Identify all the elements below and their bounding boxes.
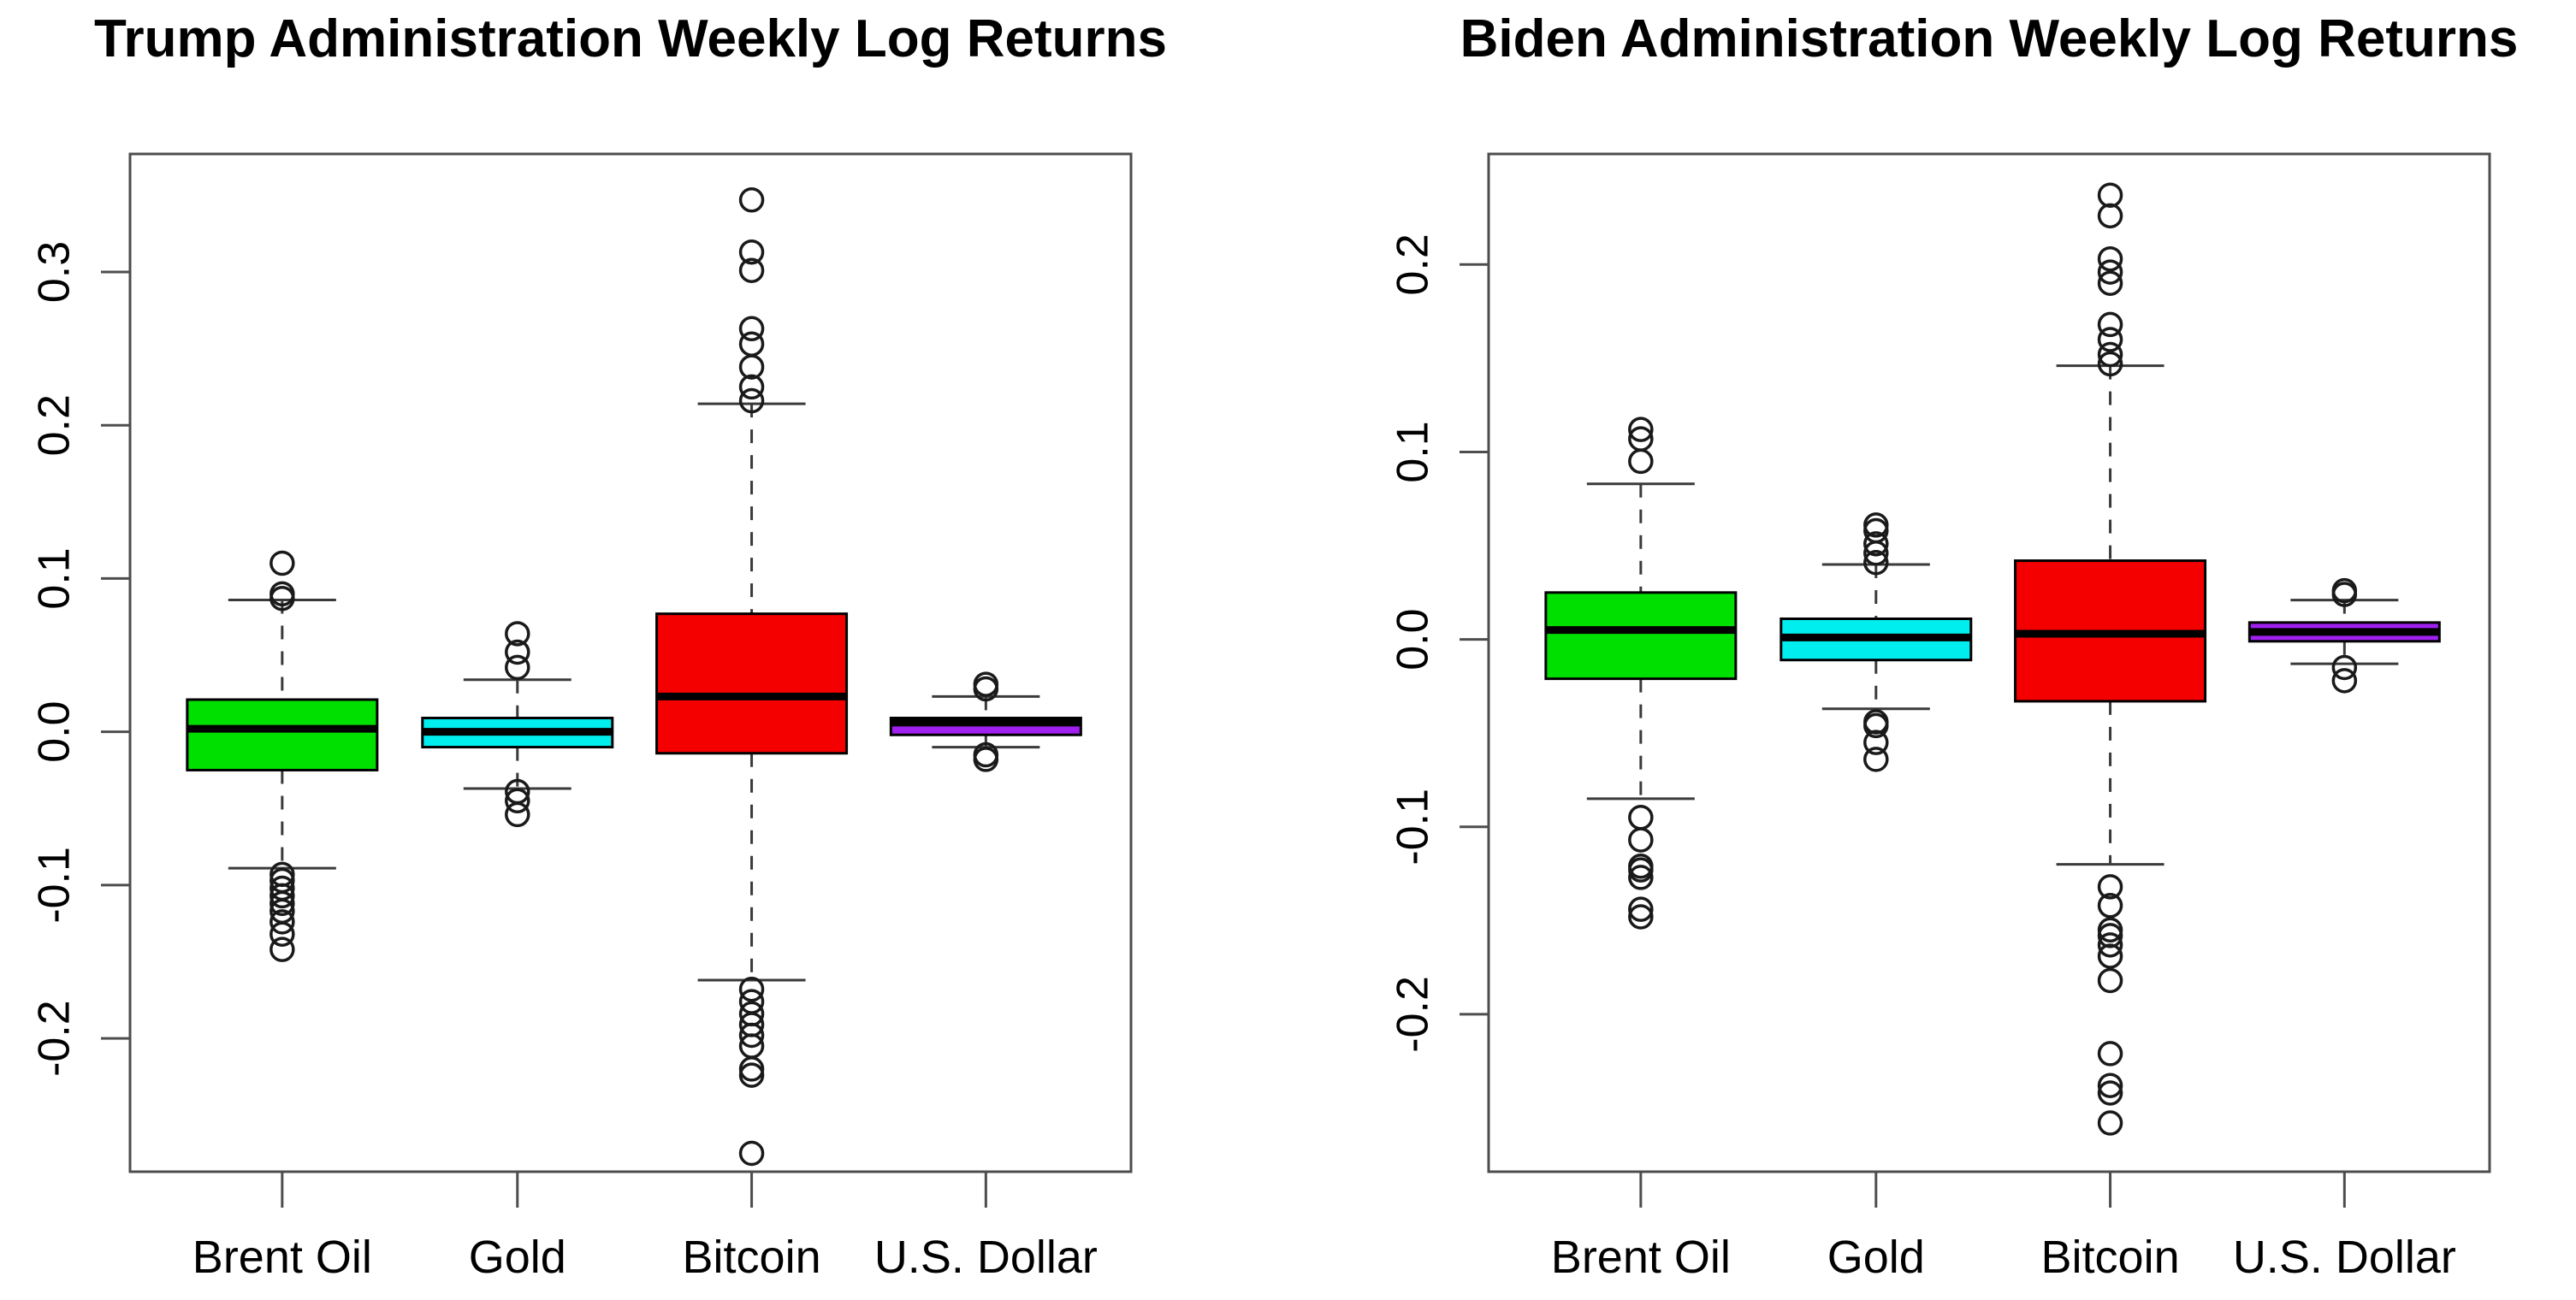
x-category-label: Brent Oil [1551, 1232, 1731, 1283]
outlier-point [2097, 932, 2123, 958]
outlier-point [1863, 712, 1889, 739]
x-category-label: Gold [1827, 1232, 1925, 1283]
outlier-point [505, 654, 530, 681]
outlier-point [269, 890, 295, 917]
outlier-point [269, 550, 295, 576]
y-tick-label: 0.0 [1389, 608, 1438, 670]
y-tick-label: -0.1 [30, 847, 80, 924]
y-tick-label: 0.2 [30, 394, 80, 456]
y-tick-label: -0.1 [1389, 789, 1438, 866]
outlier-point [2097, 1041, 2123, 1067]
outlier-point [1628, 805, 1654, 830]
outlier-point [738, 257, 765, 283]
box-brent-oil [1544, 591, 1738, 681]
outlier-point [738, 1022, 765, 1049]
trump-boxplot-panel: 0.3 0.2 0.1 0.0 -0.1 -0.2 Brent Oil Gold Bitcoin… [30, 152, 1133, 1283]
y-tick-label: 0.0 [30, 700, 80, 762]
outlier-point [1863, 517, 1889, 544]
outlier-point [2097, 351, 2123, 377]
outlier-point [738, 374, 765, 400]
outlier-point [2097, 245, 2123, 272]
box-brent-oil [186, 698, 379, 771]
outlier-point [1628, 904, 1654, 930]
y-tick-label: -0.2 [30, 1000, 80, 1077]
outlier-point [269, 883, 295, 909]
outlier-point [1628, 417, 1654, 442]
outlier-point [1863, 747, 1889, 772]
x-category-label: Gold [469, 1232, 566, 1283]
chart-title-trump: Trump Administration Weekly Log Returns [94, 9, 1167, 68]
x-category-label: Brent Oil [192, 1232, 372, 1283]
y-tick-label: 0.2 [1389, 233, 1438, 295]
outlier-point [1628, 857, 1654, 883]
outlier-point [1628, 827, 1654, 853]
y-tick-label: 0.1 [30, 547, 80, 609]
outlier-point [2097, 893, 2123, 919]
outlier-point [2097, 341, 2123, 368]
outlier-point [738, 1140, 765, 1167]
outlier-point [738, 976, 765, 1002]
box-bitcoin [655, 612, 849, 755]
x-category-label: Bitcoin [2041, 1232, 2180, 1283]
x-category-label: Bitcoin [683, 1232, 821, 1283]
outlier-point [269, 937, 295, 962]
outlier-point [505, 621, 530, 647]
outlier-point [2097, 967, 2123, 994]
outlier-point [2097, 203, 2123, 229]
y-tick-label: -0.2 [1389, 976, 1438, 1053]
plot-frame [128, 152, 1133, 1173]
outlier-point [505, 639, 530, 665]
y-tick-label: 0.1 [1389, 421, 1438, 482]
y-tick-label: 0.3 [30, 241, 80, 303]
outlier-point [1628, 448, 1654, 475]
outlier-point [269, 581, 295, 607]
outlier-point [2097, 923, 2123, 948]
outlier-point [1628, 865, 1654, 890]
outlier-point [505, 788, 530, 814]
outlier-point [269, 909, 295, 935]
outlier-point [738, 387, 765, 414]
outlier-point [973, 747, 999, 772]
outlier-point [2097, 1110, 2123, 1136]
outlier-point [1863, 531, 1889, 557]
outlier-point [738, 1062, 765, 1088]
outlier-point [738, 316, 765, 342]
outlier-point [269, 921, 295, 947]
chart-title-biden: Biden Administration Weekly Log Returns [1460, 9, 2519, 68]
plot-frame [1487, 152, 2491, 1173]
outlier-point [2331, 577, 2358, 604]
outlier-point [2097, 1080, 2123, 1106]
biden-boxplot-panel: 0.2 0.1 0.0 -0.1 -0.2 Brent Oil Gold Bitcoin U.S… [1389, 152, 2491, 1283]
outlier-point [2331, 654, 2358, 681]
outlier-point [2097, 311, 2123, 338]
outlier-point [1628, 426, 1654, 452]
outlier-point [2097, 943, 2123, 969]
outlier-point [1863, 550, 1889, 576]
outlier-point [738, 1056, 765, 1082]
outlier-point [2097, 1072, 2123, 1098]
outlier-point [738, 331, 765, 357]
outlier-point [2097, 874, 2123, 900]
outlier-point [738, 239, 765, 265]
outlier-point [2331, 668, 2358, 694]
outlier-point [2097, 270, 2123, 296]
outlier-point [973, 671, 999, 697]
outlier-point [1863, 730, 1889, 755]
outlier-point [2097, 259, 2123, 285]
outlier-point [2097, 182, 2123, 208]
outlier-point [505, 801, 530, 828]
x-category-label: U.S. Dollar [874, 1232, 1098, 1283]
outlier-point [2097, 327, 2123, 352]
outlier-point [1863, 512, 1889, 538]
outlier-point [738, 187, 765, 213]
outlier-point [1628, 896, 1654, 922]
x-category-label: U.S. Dollar [2233, 1232, 2456, 1283]
